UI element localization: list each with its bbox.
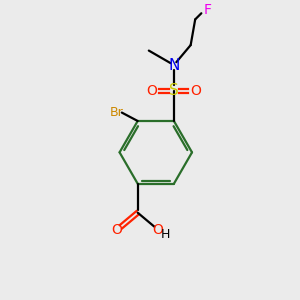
Text: O: O [190,84,201,98]
Text: O: O [152,223,163,237]
Text: H: H [161,228,170,241]
Text: N: N [168,58,180,73]
Text: Br: Br [110,106,124,119]
Text: F: F [204,3,212,17]
Text: O: O [111,223,122,237]
Text: O: O [146,84,157,98]
Text: S: S [169,83,179,98]
